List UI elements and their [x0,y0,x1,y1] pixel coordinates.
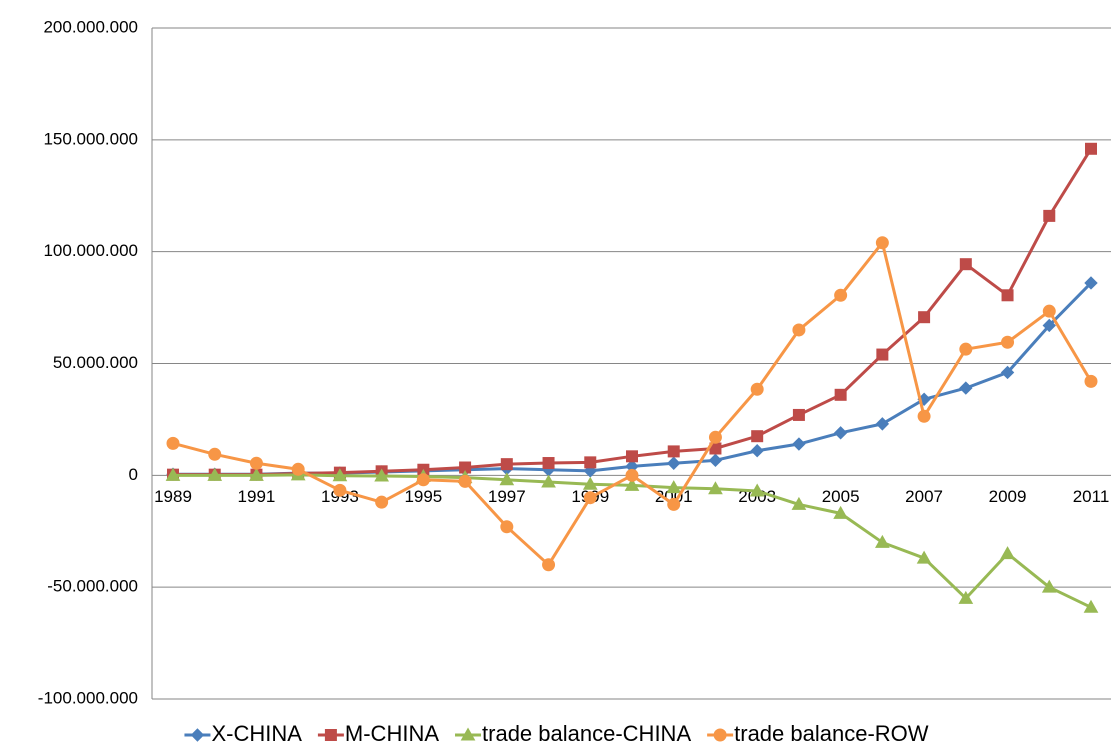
marker [751,430,764,443]
marker [833,505,848,519]
marker [333,483,347,497]
marker [792,437,806,451]
marker [584,456,597,469]
x-tick-label: 2009 [989,487,1027,506]
marker [460,727,476,741]
marker [542,558,556,572]
marker [458,474,472,488]
marker [626,450,638,463]
x-tick-label: 2005 [822,487,860,506]
marker [834,288,848,302]
y-tick-label: 150.000.000 [43,129,138,148]
legend-label: X-CHINA [211,721,302,746]
marker [713,728,727,742]
marker [875,236,889,250]
marker [876,348,889,361]
marker [791,496,807,510]
marker [1041,579,1057,593]
marker [918,311,931,324]
marker [834,388,847,401]
marker [1042,304,1056,318]
marker [500,520,514,534]
marker [291,462,305,476]
marker [749,483,765,497]
legend-label: trade balance-CHINA [482,721,691,746]
marker [1000,365,1015,380]
y-tick-label: 50.000.000 [53,353,138,372]
x-tick-label: 1991 [238,487,276,506]
y-tick-label: -50.000.000 [47,577,138,596]
marker [166,436,180,450]
marker [1084,276,1098,290]
marker [625,468,639,482]
marker [750,382,764,396]
x-tick-label: 1989 [154,487,192,506]
marker [667,445,680,458]
marker [624,477,640,491]
marker [708,453,723,468]
marker [916,550,932,564]
marker [875,417,890,431]
series-line [173,281,1093,476]
marker [1042,318,1056,333]
marker [1043,209,1056,222]
marker [792,408,805,421]
marker [1001,335,1015,349]
marker [666,480,682,494]
legend-label: M-CHINA [345,721,439,746]
marker [165,467,181,481]
marker [542,457,555,470]
marker [667,497,681,511]
marker [249,467,264,481]
marker [1001,289,1014,302]
marker [1085,142,1097,155]
marker [499,472,515,486]
marker [959,258,972,271]
y-tick-label: 0 [129,465,138,484]
marker [667,456,681,470]
y-tick-label: -100.000.000 [38,688,138,707]
x-tick-label: 2007 [905,487,943,506]
marker [374,468,389,482]
legend: X-CHINA M-CHINA trade balance-CHINA trade b… [184,721,929,746]
marker [708,481,723,495]
marker [582,476,598,490]
marker [875,534,890,548]
marker [708,430,722,444]
marker [375,495,389,509]
marker [958,590,974,604]
marker [249,456,263,470]
legend-label: trade balance-ROW [734,721,929,746]
series-line [172,241,1093,567]
marker [833,426,848,440]
y-tick-label: 100.000.000 [43,241,138,260]
marker [208,447,222,461]
marker [1084,374,1098,388]
x-tick-label: 1997 [488,487,526,506]
marker [541,474,556,488]
marker [416,473,430,487]
series-line [173,147,1093,477]
marker [207,467,223,481]
marker [792,323,806,337]
marker [324,729,337,741]
marker [332,468,348,482]
marker [1083,599,1099,613]
x-tick-label: 2011 [1073,487,1110,506]
marker [500,458,513,471]
marker [750,444,764,458]
marker [959,342,973,356]
marker [1000,546,1015,560]
marker [917,409,931,423]
marker [190,728,205,742]
x-tick-label: 1995 [404,487,442,506]
marker [583,491,597,505]
y-tick-label: 200.000.000 [43,17,138,36]
marker [959,381,973,395]
